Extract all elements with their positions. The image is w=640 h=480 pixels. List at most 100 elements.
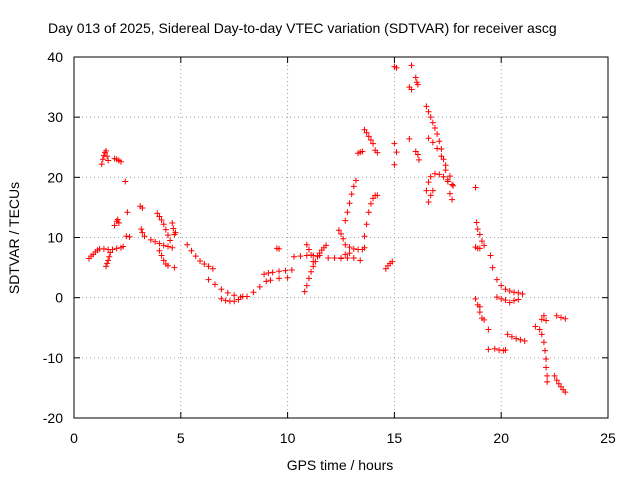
data-point bbox=[308, 251, 315, 258]
series-arc25 bbox=[355, 148, 366, 157]
data-point bbox=[425, 135, 432, 142]
data-point bbox=[440, 156, 447, 163]
data-point bbox=[472, 295, 479, 302]
data-point bbox=[120, 243, 127, 250]
series-arc44 bbox=[532, 323, 551, 385]
data-point bbox=[412, 74, 419, 81]
series-arc46 bbox=[553, 312, 569, 322]
data-point bbox=[425, 199, 432, 206]
series-arc34 bbox=[423, 170, 456, 194]
series-arc38 bbox=[472, 295, 488, 323]
series-arc11 bbox=[169, 220, 179, 238]
data-point bbox=[350, 245, 357, 252]
data-point bbox=[434, 145, 441, 152]
series-arc26 bbox=[361, 126, 381, 156]
data-point bbox=[239, 293, 246, 300]
y-tick-label: 10 bbox=[47, 230, 63, 246]
data-point bbox=[476, 231, 483, 238]
data-point bbox=[438, 153, 445, 160]
y-tick-label: 30 bbox=[47, 109, 63, 125]
data-point bbox=[188, 247, 195, 254]
data-point bbox=[438, 146, 445, 153]
data-point bbox=[103, 263, 110, 270]
data-point bbox=[489, 264, 496, 271]
series-arc10 bbox=[156, 247, 178, 271]
series-arc5 bbox=[111, 155, 124, 165]
y-tick-label: -10 bbox=[43, 350, 63, 366]
data-point bbox=[338, 230, 344, 237]
data-point bbox=[496, 347, 503, 354]
data-point bbox=[502, 286, 509, 293]
data-point bbox=[156, 240, 163, 247]
data-point bbox=[169, 244, 176, 251]
data-point bbox=[361, 126, 368, 133]
data-point bbox=[481, 242, 488, 249]
series-arc8 bbox=[147, 236, 176, 251]
data-point bbox=[521, 337, 528, 344]
data-point bbox=[205, 263, 212, 270]
data-point bbox=[414, 151, 421, 158]
data-point bbox=[431, 170, 438, 177]
data-point bbox=[359, 246, 366, 253]
series-arc1 bbox=[85, 243, 127, 262]
data-point bbox=[156, 213, 163, 220]
data-point bbox=[250, 289, 257, 296]
data-point bbox=[517, 336, 524, 343]
x-tick-label: 20 bbox=[493, 430, 509, 446]
data-point bbox=[346, 244, 353, 251]
data-point bbox=[104, 260, 111, 267]
data-point bbox=[425, 108, 432, 115]
data-point bbox=[288, 266, 295, 273]
data-point bbox=[282, 267, 289, 274]
data-point bbox=[99, 156, 106, 163]
data-point bbox=[365, 209, 372, 216]
data-point bbox=[427, 173, 434, 180]
data-point bbox=[141, 233, 148, 240]
data-point bbox=[541, 347, 548, 354]
data-point bbox=[450, 182, 457, 189]
data-point bbox=[276, 275, 283, 282]
data-point bbox=[111, 222, 118, 229]
data-point bbox=[265, 269, 272, 276]
data-point bbox=[261, 271, 268, 278]
series-arc19 bbox=[303, 241, 317, 265]
data-point bbox=[113, 245, 120, 252]
data-point bbox=[532, 323, 539, 330]
data-point bbox=[138, 226, 145, 233]
data-point bbox=[374, 192, 381, 199]
data-point bbox=[231, 298, 238, 305]
data-point bbox=[139, 205, 146, 212]
y-tick-labels: -20 -10 0 10 20 30 40 bbox=[43, 49, 63, 426]
data-point bbox=[340, 235, 347, 242]
data-point bbox=[544, 372, 551, 379]
data-point bbox=[562, 389, 569, 396]
data-point bbox=[139, 229, 146, 236]
data-point bbox=[442, 162, 449, 169]
data-point bbox=[515, 296, 522, 303]
data-point bbox=[553, 312, 560, 319]
data-point bbox=[338, 255, 344, 262]
data-point bbox=[538, 316, 545, 323]
data-point bbox=[431, 124, 438, 131]
data-point bbox=[551, 372, 558, 379]
series-arc12 bbox=[184, 241, 216, 272]
data-point bbox=[359, 148, 366, 155]
data-point bbox=[476, 309, 483, 316]
series-arc22 bbox=[342, 241, 368, 253]
x-tick-label: 5 bbox=[177, 430, 185, 446]
data-point bbox=[154, 210, 161, 217]
y-tick-label: 20 bbox=[47, 169, 63, 185]
data-point bbox=[367, 137, 374, 144]
data-point bbox=[553, 377, 560, 384]
data-point bbox=[515, 289, 522, 296]
data-point bbox=[408, 62, 415, 69]
data-point bbox=[291, 253, 298, 260]
data-point bbox=[297, 253, 304, 260]
data-point bbox=[485, 346, 492, 353]
data-point bbox=[350, 183, 357, 190]
data-point bbox=[538, 331, 545, 338]
data-point bbox=[367, 200, 374, 207]
data-point bbox=[506, 288, 513, 295]
series-arc30 bbox=[406, 62, 415, 142]
data-point bbox=[374, 149, 381, 156]
